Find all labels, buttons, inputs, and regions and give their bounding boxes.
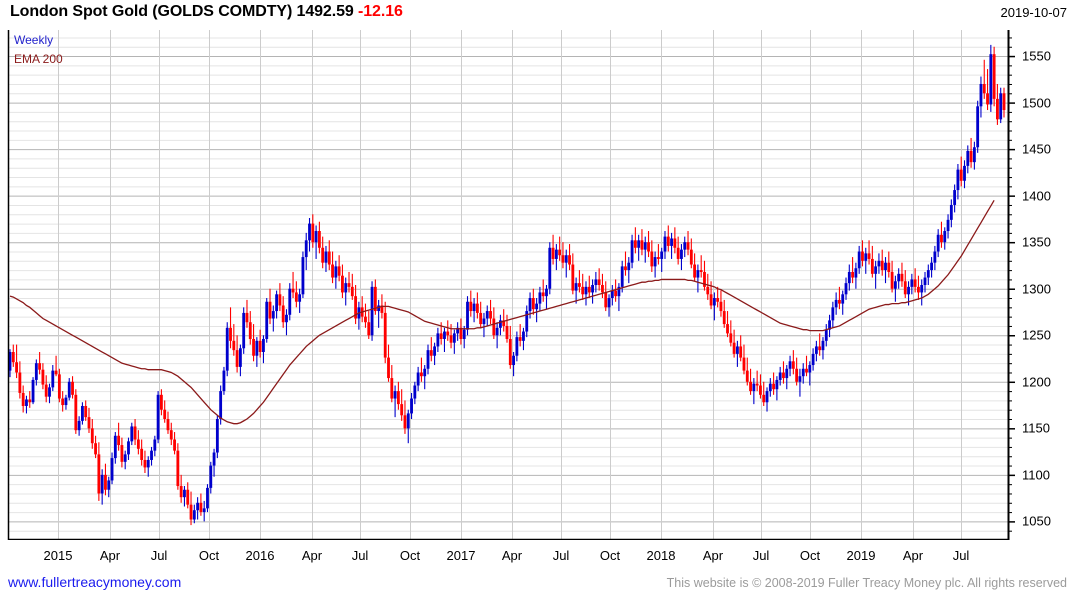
y-axis-tick: 1250 <box>1022 327 1051 343</box>
instrument-title: London Spot Gold (GOLDS COMDTY) 1492.59 <box>10 3 354 20</box>
y-axis-tick: 1550 <box>1022 48 1051 64</box>
x-axis-tick: Jul <box>752 548 770 563</box>
x-axis-tick: Oct <box>198 548 220 563</box>
x-axis-tick: 2019 <box>846 548 876 563</box>
x-axis-tick: Apr <box>902 548 924 563</box>
copyright-text: This website is © 2008-2019 Fuller Treac… <box>666 576 1067 590</box>
x-axis-tick: 2016 <box>245 548 275 563</box>
plot-area[interactable] <box>0 30 1075 540</box>
y-axis-tick: 1050 <box>1022 513 1051 529</box>
page-title: London Spot Gold (GOLDS COMDTY) 1492.59 … <box>10 3 403 21</box>
x-axis-tick: 2017 <box>446 548 476 563</box>
y-axis-tick: 1400 <box>1022 188 1051 204</box>
x-axis-tick: Oct <box>399 548 421 563</box>
y-axis-tick: 1300 <box>1022 281 1051 297</box>
x-axis-tick: Apr <box>301 548 323 563</box>
price-change: -12.16 <box>358 3 403 20</box>
y-axis-tick: 1200 <box>1022 374 1051 390</box>
candlestick-chart <box>7 30 1015 540</box>
y-axis-tick: 1500 <box>1022 95 1051 111</box>
chart-footer: www.fullertreacymoney.com This website i… <box>0 572 1075 600</box>
x-axis-tick: Oct <box>599 548 621 563</box>
as-of-date: 2019-10-07 <box>1000 5 1068 20</box>
site-url: www.fullertreacymoney.com <box>8 574 182 590</box>
chart-header: London Spot Gold (GOLDS COMDTY) 1492.59 … <box>0 0 1075 26</box>
x-axis-tick: 2018 <box>646 548 676 563</box>
y-axis-tick: 1450 <box>1022 141 1051 157</box>
x-axis-tick: Apr <box>99 548 121 563</box>
x-axis-tick: Jul <box>150 548 168 563</box>
legend-ema200: EMA 200 <box>14 52 63 66</box>
x-axis-tick: Oct <box>799 548 821 563</box>
x-axis-tick: 2015 <box>43 548 73 563</box>
y-axis-tick: 1150 <box>1022 420 1050 436</box>
y-axis-tick: 1100 <box>1022 467 1050 483</box>
y-axis-tick: 1350 <box>1022 234 1051 250</box>
x-axis-tick: Jul <box>552 548 570 563</box>
x-axis-tick: Apr <box>501 548 523 563</box>
x-axis-tick: Jul <box>351 548 369 563</box>
x-axis-tick: Jul <box>952 548 970 563</box>
x-axis-tick: Apr <box>702 548 724 563</box>
legend-interval: Weekly <box>14 33 54 47</box>
